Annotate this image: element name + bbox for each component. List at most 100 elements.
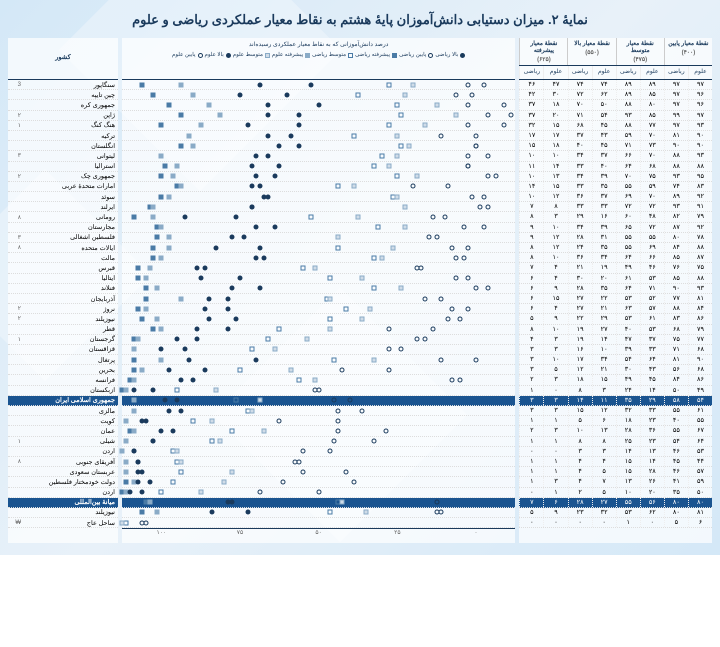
legend-item: بالا علوم: [205, 52, 231, 58]
country-row: عربستان سعودی: [8, 467, 118, 477]
chart-row: [122, 508, 515, 518]
chart-marker: [375, 225, 380, 230]
chart-marker: [123, 418, 128, 423]
country-header: کشور: [8, 38, 118, 80]
chart-marker: [155, 316, 160, 321]
chart-marker: [399, 113, 404, 118]
chart-marker: [477, 204, 482, 209]
chart-marker: [473, 357, 478, 362]
chart-marker: [466, 153, 471, 158]
chart-marker: [473, 133, 478, 138]
chart-marker: [265, 113, 270, 118]
chart-marker: [249, 184, 254, 189]
chart-marker: [371, 439, 376, 444]
table-row: ۸۶۸۳۶۱۵۳۲۹۲۲۹۵: [519, 314, 712, 324]
chart-marker: [336, 408, 341, 413]
chart-marker: [265, 194, 270, 199]
chart-marker: [159, 153, 164, 158]
legend-item: متوسط علوم: [233, 52, 270, 58]
chart-marker: [328, 316, 333, 321]
table-row: ۸۴۸۸۵۷۶۳۲۱۲۷۴۶: [519, 304, 712, 314]
chart-marker: [265, 102, 270, 107]
chart-marker: [363, 510, 368, 515]
chart-marker: [411, 82, 416, 87]
chart-marker: [422, 123, 427, 128]
chart-marker: [466, 164, 471, 169]
chart-marker: [159, 357, 164, 362]
chart-marker: [135, 337, 140, 342]
chart-marker: [414, 174, 419, 179]
chart-marker: [387, 82, 392, 87]
chart-marker: [253, 174, 258, 179]
chart-marker: [371, 164, 376, 169]
country-row: کویت: [8, 416, 118, 426]
table-row: ۹۳۹۷۷۷۸۸۴۵۶۸۱۵۳۲: [519, 121, 712, 131]
sub-header-math: ریاضی: [519, 66, 543, 79]
chart-marker: [206, 316, 211, 321]
chart-marker: [300, 449, 305, 454]
table-row: ۹۱۹۳۷۲۷۲۳۳۳۳۸۷: [519, 202, 712, 212]
chart-marker: [336, 235, 341, 240]
chart-marker: [253, 357, 258, 362]
table-row: ۶۸۵۶۴۳۳۰۲۱۱۲۵۳: [519, 365, 712, 375]
chart-marker: [438, 357, 443, 362]
chart-marker: [466, 276, 471, 281]
country-row: هنگ کنگ۱: [8, 121, 118, 131]
chart-marker: [167, 367, 172, 372]
chart-marker: [234, 398, 239, 403]
chart-row: [122, 284, 515, 294]
chart-marker: [178, 469, 183, 474]
chart-marker: [395, 102, 400, 107]
chart-row: [122, 162, 515, 172]
chart-marker: [257, 398, 262, 403]
country-row: رومانی۸: [8, 212, 118, 222]
axis-tick: ۰: [437, 529, 516, 543]
chart-marker: [182, 347, 187, 352]
chart-marker: [147, 265, 152, 270]
chart-marker: [348, 398, 353, 403]
country-row: آفریقای جنوبی۸: [8, 457, 118, 467]
country-column: کشور سنگاپور3چین تایپهجمهوری کرهژاپن۲هنگ…: [8, 38, 118, 543]
chart-marker: [411, 184, 416, 189]
chart-row: [122, 131, 515, 141]
chart-marker: [261, 255, 266, 260]
table-row: ۹۵۹۳۷۵۷۰۳۹۳۴۱۳۱۰: [519, 172, 712, 182]
chart-marker: [367, 306, 372, 311]
chart-marker: [359, 316, 364, 321]
chart-marker: [206, 102, 211, 107]
table-row: ۸۶۸۴۴۵۴۹۱۵۱۸۳۲: [519, 375, 712, 385]
country-row: چین تایپه: [8, 90, 118, 100]
table-row: ۹۷۹۹۸۵۹۳۵۴۷۱۲۰۳۷: [519, 111, 712, 121]
country-row: انگلستان: [8, 141, 118, 151]
chart-marker: [253, 153, 258, 158]
table-row: ۵۷۴۶۲۸۱۵۵۴۱۱: [519, 467, 712, 477]
chart-marker: [316, 388, 321, 393]
table-row: ۹۰۸۱۶۴۵۴۳۴۱۷۱۰۳: [519, 355, 712, 365]
chart-marker: [371, 286, 376, 291]
chart-marker: [194, 265, 199, 270]
chart-marker: [466, 306, 471, 311]
chart-marker: [371, 357, 376, 362]
chart-marker: [159, 255, 164, 260]
table-row: ۵۰۳۵۲۰۱۰۵۲۱۰: [519, 488, 712, 498]
chart-marker: [352, 479, 357, 484]
chart-marker: [143, 276, 148, 281]
chart-marker: [159, 490, 164, 495]
chart-marker: [316, 490, 321, 495]
table-row: ۶۷۵۵۳۶۲۸۱۳۱۰۳۲: [519, 426, 712, 436]
chart-marker: [131, 408, 136, 413]
chart-marker: [171, 174, 176, 179]
sub-header-science: علوم: [543, 66, 567, 79]
chart-marker: [175, 164, 180, 169]
chart-marker: [336, 245, 341, 250]
chart-row: [122, 90, 515, 100]
chart-marker: [328, 327, 333, 332]
chart-marker: [139, 469, 144, 474]
country-row: دولت خودمختار فلسطین: [8, 477, 118, 487]
chart-marker: [202, 306, 207, 311]
chart-marker: [139, 510, 144, 515]
chart-marker: [265, 337, 270, 342]
chart-marker: [304, 337, 309, 342]
chart-marker: [198, 276, 203, 281]
country-row: عمان: [8, 426, 118, 436]
